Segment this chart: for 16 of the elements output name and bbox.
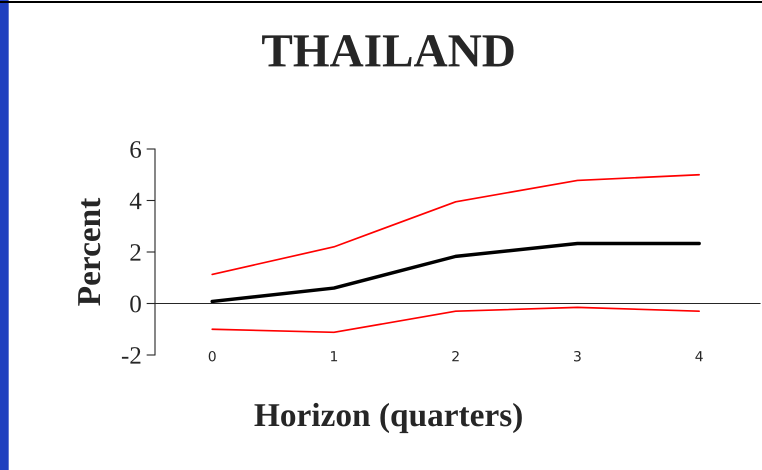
x-tick-label: 0 [208, 350, 216, 362]
y-tick-label: -2 [122, 347, 140, 364]
x-tick-label: 2 [452, 350, 459, 362]
line-series [211, 174, 700, 276]
x-tick-label: 4 [695, 351, 703, 362]
y-tick-label: 0 [130, 296, 141, 312]
y-tick-label: 6 [130, 141, 142, 158]
x-axis-title: Horizon (quarters) [254, 402, 522, 434]
y-axis-title: Percent [78, 198, 100, 306]
x-tick-label: 1 [331, 351, 338, 362]
x-tick-label: 3 [574, 350, 581, 362]
chart-title: THAILAND [262, 35, 514, 66]
y-tick-label: 2 [130, 244, 140, 261]
line-series [210, 242, 701, 304]
y-tick-label: 4 [130, 192, 142, 210]
line-series [211, 306, 700, 334]
